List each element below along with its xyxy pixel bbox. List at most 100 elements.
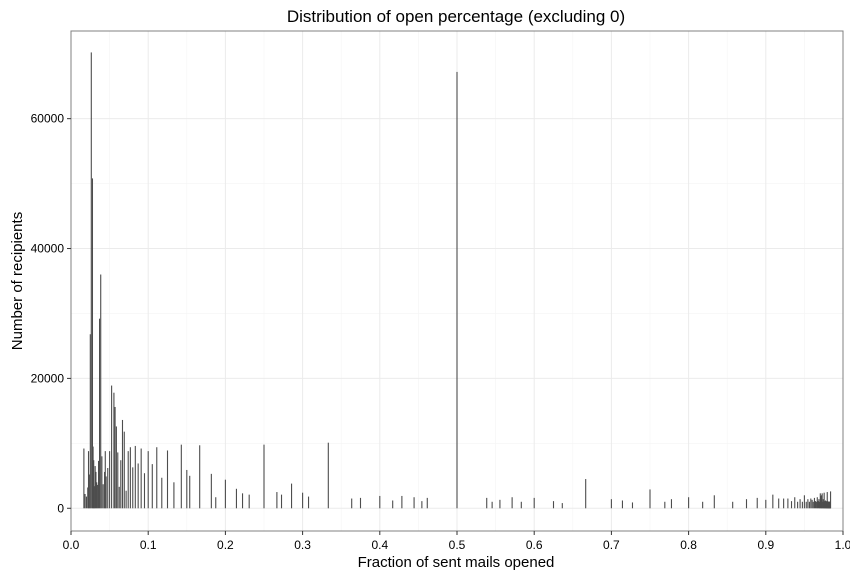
bar — [137, 463, 139, 509]
bar — [91, 178, 94, 509]
bar — [113, 392, 115, 509]
x-tick-label: 1.0 — [835, 538, 850, 552]
bar — [104, 471, 106, 509]
bar — [426, 497, 428, 509]
bar — [173, 482, 175, 509]
bar — [552, 501, 555, 509]
bar — [805, 501, 807, 509]
bar — [803, 495, 805, 509]
bar — [351, 498, 353, 509]
bar — [87, 487, 89, 509]
bar — [96, 482, 98, 509]
bar — [772, 494, 774, 509]
x-tick-label: 0.7 — [603, 538, 620, 552]
bar — [631, 502, 634, 509]
bar — [818, 499, 820, 509]
x-axis-title: Fraction of sent mails opened — [358, 554, 555, 571]
bar — [291, 483, 293, 509]
bar — [129, 447, 131, 509]
bar — [456, 71, 458, 509]
bar — [127, 451, 129, 509]
bar — [815, 501, 817, 509]
x-tick-label: 0.3 — [294, 538, 311, 552]
bar — [85, 496, 87, 509]
bar — [826, 492, 828, 509]
bar — [379, 495, 381, 509]
bar — [97, 484, 99, 509]
bar — [359, 497, 362, 509]
y-tick-label: 0 — [57, 501, 64, 515]
bar — [151, 464, 153, 509]
bar — [801, 501, 803, 509]
bar — [134, 445, 136, 509]
bar — [241, 493, 244, 509]
bar — [147, 451, 149, 509]
bar — [511, 497, 513, 509]
bar — [280, 494, 283, 509]
bar — [745, 499, 748, 509]
bar — [125, 490, 127, 509]
bar — [649, 489, 651, 509]
bar — [533, 497, 535, 509]
x-tick-label: 0.5 — [449, 538, 466, 552]
bar — [263, 444, 265, 509]
y-axis-title: Number of recipients — [9, 212, 26, 350]
bar — [94, 466, 96, 509]
bar — [189, 475, 191, 509]
bar — [664, 501, 666, 509]
bar — [302, 492, 304, 509]
bar — [90, 52, 92, 509]
y-tick-label: 60000 — [31, 112, 65, 126]
bar — [114, 406, 116, 509]
bar — [816, 497, 818, 509]
bar — [823, 492, 825, 509]
bar — [821, 493, 823, 509]
bar — [585, 479, 587, 509]
bar — [702, 501, 704, 509]
bar — [107, 468, 109, 509]
x-tick-label: 0.8 — [680, 538, 697, 552]
bar — [778, 498, 780, 509]
bar — [132, 467, 134, 509]
bar-layer — [83, 52, 832, 509]
bar — [235, 488, 237, 509]
bar — [199, 445, 201, 509]
bar — [610, 499, 612, 509]
chart-title: Distribution of open percentage (excludi… — [287, 7, 625, 26]
bar — [111, 385, 113, 509]
bar — [276, 492, 278, 509]
bar — [810, 498, 812, 509]
bar — [100, 274, 102, 509]
bar — [118, 486, 120, 509]
bar — [421, 501, 423, 509]
bar — [820, 495, 823, 509]
bar — [808, 501, 810, 509]
bar — [732, 501, 734, 509]
bar — [101, 456, 103, 509]
bar — [140, 448, 142, 509]
bar — [486, 497, 488, 509]
y-tick-label: 20000 — [31, 371, 65, 385]
bar — [807, 499, 809, 509]
bar — [413, 497, 415, 509]
bar — [783, 498, 785, 509]
bar — [820, 495, 822, 509]
bar — [84, 493, 86, 509]
tick-layer: 0.0 0.1 0.2 0.3 0.4 0.5 0.6 0.7 0.8 0.9 1.0 0 20000 4… — [31, 112, 850, 552]
bar — [819, 501, 821, 509]
bar — [89, 334, 91, 509]
bar — [812, 501, 814, 509]
bar — [670, 499, 673, 509]
bar — [392, 500, 394, 509]
bar — [491, 501, 493, 509]
bar — [92, 446, 94, 509]
bar — [713, 495, 715, 509]
bar — [102, 484, 104, 509]
bar — [180, 444, 182, 509]
bar — [787, 498, 789, 509]
bar — [186, 469, 188, 509]
bar — [99, 318, 101, 509]
bar — [621, 500, 623, 509]
bar — [143, 473, 146, 509]
bar — [156, 447, 158, 509]
